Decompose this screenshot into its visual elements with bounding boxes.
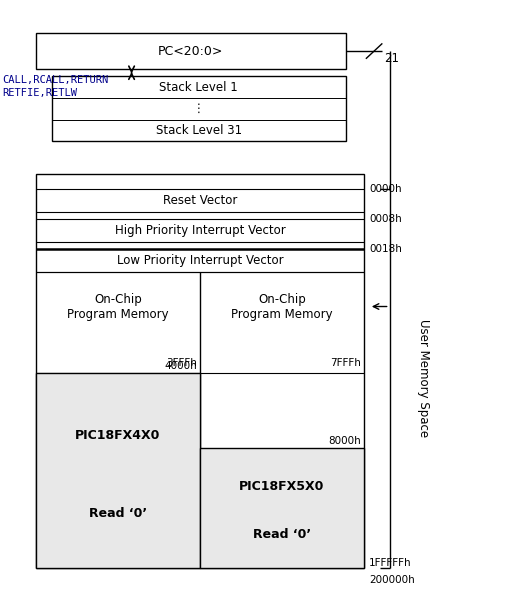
Text: On-Chip
Program Memory: On-Chip Program Memory bbox=[67, 293, 169, 321]
Text: CALL,RCALL,RETURN
RETFIE,RETLW: CALL,RCALL,RETURN RETFIE,RETLW bbox=[3, 75, 109, 98]
Bar bbox=[200, 448, 364, 568]
Bar bbox=[36, 33, 346, 69]
Bar bbox=[36, 174, 364, 568]
Text: 4000h: 4000h bbox=[165, 361, 197, 371]
Bar bbox=[52, 76, 346, 141]
Text: Read ‘0’: Read ‘0’ bbox=[253, 528, 311, 541]
Text: 0008h: 0008h bbox=[369, 214, 401, 224]
Text: High Priority Interrupt Vector: High Priority Interrupt Vector bbox=[115, 224, 285, 237]
Text: PIC18FX4X0: PIC18FX4X0 bbox=[75, 429, 160, 442]
Text: Stack Level 1: Stack Level 1 bbox=[159, 81, 238, 94]
Text: Low Priority Interrupt Vector: Low Priority Interrupt Vector bbox=[117, 254, 283, 267]
Text: 8000h: 8000h bbox=[329, 436, 361, 446]
Text: Read ‘0’: Read ‘0’ bbox=[89, 507, 147, 520]
Text: User Memory Space: User Memory Space bbox=[416, 319, 430, 438]
Text: 0018h: 0018h bbox=[369, 244, 402, 254]
Text: Stack Level 31: Stack Level 31 bbox=[156, 124, 241, 137]
Text: 0000h: 0000h bbox=[369, 184, 401, 194]
Text: PIC18FX5X0: PIC18FX5X0 bbox=[239, 480, 325, 493]
Text: 3FFFh: 3FFFh bbox=[167, 358, 197, 368]
Text: PC<20:0>: PC<20:0> bbox=[158, 44, 223, 58]
Text: 200000h: 200000h bbox=[369, 575, 415, 585]
Text: ⋮: ⋮ bbox=[193, 102, 204, 115]
Text: 7FFFh: 7FFFh bbox=[330, 358, 361, 368]
Text: On-Chip
Program Memory: On-Chip Program Memory bbox=[231, 293, 333, 321]
Bar bbox=[36, 373, 200, 568]
Text: 1FFFFFh: 1FFFFFh bbox=[369, 558, 412, 568]
Text: 21: 21 bbox=[384, 52, 399, 66]
Text: Reset Vector: Reset Vector bbox=[163, 194, 237, 207]
